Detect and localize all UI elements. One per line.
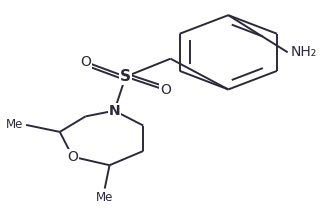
Text: Me: Me [96,191,113,204]
Text: N: N [109,104,120,118]
Text: O: O [80,55,91,69]
Text: NH₂: NH₂ [291,45,317,59]
Text: S: S [120,69,131,84]
Text: O: O [67,150,78,164]
Text: O: O [160,83,171,97]
Text: Me: Me [6,118,23,131]
